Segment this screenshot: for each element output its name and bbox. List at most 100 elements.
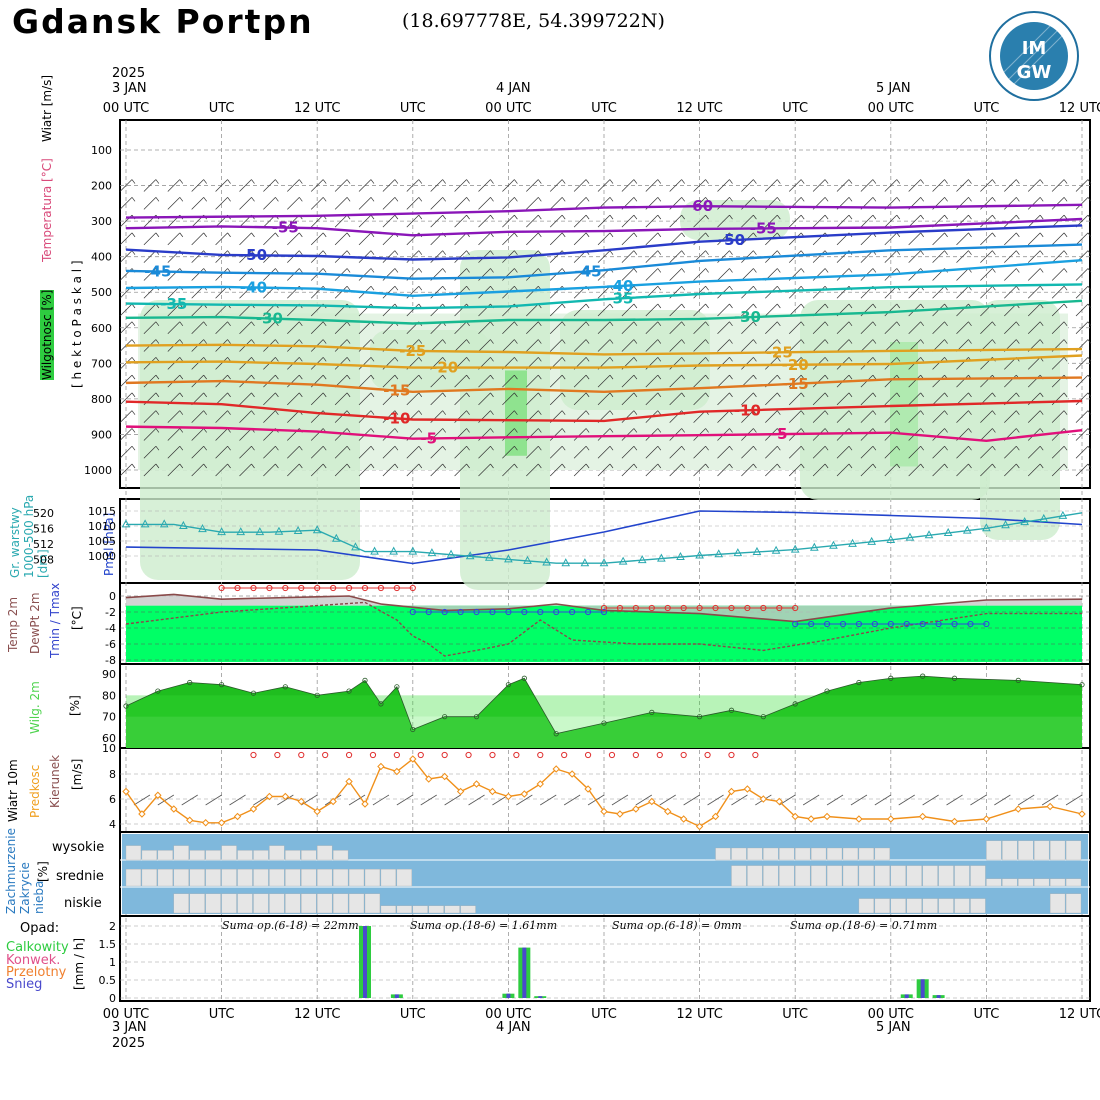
wind-barb [765,410,778,423]
wind-barb [717,232,730,246]
wind-barb-flag [609,392,614,398]
wind-barb-flag [848,179,853,184]
wind-barb-flag [729,321,733,326]
wind-barb-flag [681,321,685,326]
wind-barb-flag [561,321,566,326]
wind-barb-flag [896,392,901,398]
wind-barb [215,179,228,192]
wind-direction-barb [396,794,414,806]
wind-gust-marker [584,751,592,759]
cloud-low-bar [205,893,221,914]
wind-speed-marker [201,819,210,827]
wind-barb-flag [729,250,733,255]
wind-barb-flag [370,232,375,238]
wind-barb-flag [155,321,160,326]
wind-speed-marker [233,812,242,821]
wind-barb-flag [155,410,160,415]
wind-barb-flag [227,374,231,380]
wind-barb [526,445,539,459]
wind-barb-flag [131,410,136,415]
cloud-high-label: wysokie [52,840,105,855]
wind-barb-flag [179,339,184,344]
cloud-low-bar [460,905,476,914]
wind-barb [621,392,635,406]
wind-barb-flag [394,268,399,273]
cloud-low-bar [221,893,237,914]
wind-barb-flag [1087,321,1092,326]
wind-barb-flag [896,232,901,238]
wind-barb [597,303,611,317]
wind-barb [908,321,921,335]
thickness-marker [1020,517,1029,526]
wind-barb [478,214,491,228]
wind-barb [334,285,348,299]
wind-barb-flag [681,357,685,362]
wind-speed-marker [472,780,481,788]
wind-barb-flag [729,268,733,273]
wind-barb-flag [203,339,207,344]
wind-barb-flag [1039,410,1044,415]
wind-barb [215,445,228,459]
wind-barb-flag [777,179,781,184]
wind-barb-flag [370,250,375,255]
wind-barb [430,374,443,388]
wind-barb-flag [753,214,757,220]
wind-barb-flag [824,463,829,469]
wind-barb [669,179,682,192]
humidity-marker [696,714,703,720]
wind-barb [526,197,539,210]
wind-barb-flag [322,250,327,255]
wind-barb-flag [251,374,255,380]
wind-barb-flag [609,374,614,380]
isotherm-label: -40 [606,277,633,295]
wind-speed-marker [679,815,688,823]
wind-barb [526,463,539,477]
wind-barb-flag [753,268,757,273]
cloud-mid-bar [922,865,938,887]
wind-barb-flag [992,410,996,415]
wind-barb-flag [538,410,542,415]
cloud-mid-bar [795,865,811,887]
wind-barb-flag [777,428,781,433]
thickness-marker [714,549,724,558]
thickness-marker [370,546,379,555]
wind-barb-flag [179,321,184,326]
wind-barb-flag [179,463,184,469]
wind-gust-marker [274,751,281,759]
wind-barb-flag [131,463,136,469]
precip-sum-2: Suma op.(18-6) = 1.61mm [410,919,558,932]
wind-barb-flag [753,463,757,469]
isotherm-line [125,224,1083,261]
precip-tick-label: 1.5 [99,938,117,951]
wind-barb [669,463,682,477]
wind-barb-flag [729,286,733,291]
cloud-high-bar [1049,840,1066,861]
wind-barb-flag [705,286,709,291]
wind-barb-flag [1016,268,1020,273]
wind-barb-flag [346,463,351,469]
wind-barb-flag [585,197,590,202]
wind-barb [263,410,276,423]
thickness-marker [523,555,532,564]
tminmax-marker [409,584,416,592]
wind-barb-flag [585,428,590,433]
pressure-tick-label: 200 [91,180,112,193]
cloud-low-bar [317,893,333,914]
wind-barb-flag [466,339,470,344]
wind-barb [215,463,228,477]
isotherm-line [125,203,1083,219]
wind-barb-flag [753,321,757,326]
wind-barb [143,463,157,477]
day-label-top-3: 5 JAN [876,81,911,96]
wind-barb-flag [442,286,446,291]
wind-barb-flag [1039,446,1044,451]
logo-text-bottom: GW [1017,62,1052,83]
wind-barb-flag [657,197,662,202]
wind-barb [406,374,420,388]
wind-barb [334,321,348,335]
wind-barb [597,428,611,441]
wind-barb-flag [944,410,948,415]
wind-barb [669,374,682,388]
wind-speed-marker [982,815,991,823]
wind-barb [119,321,133,335]
